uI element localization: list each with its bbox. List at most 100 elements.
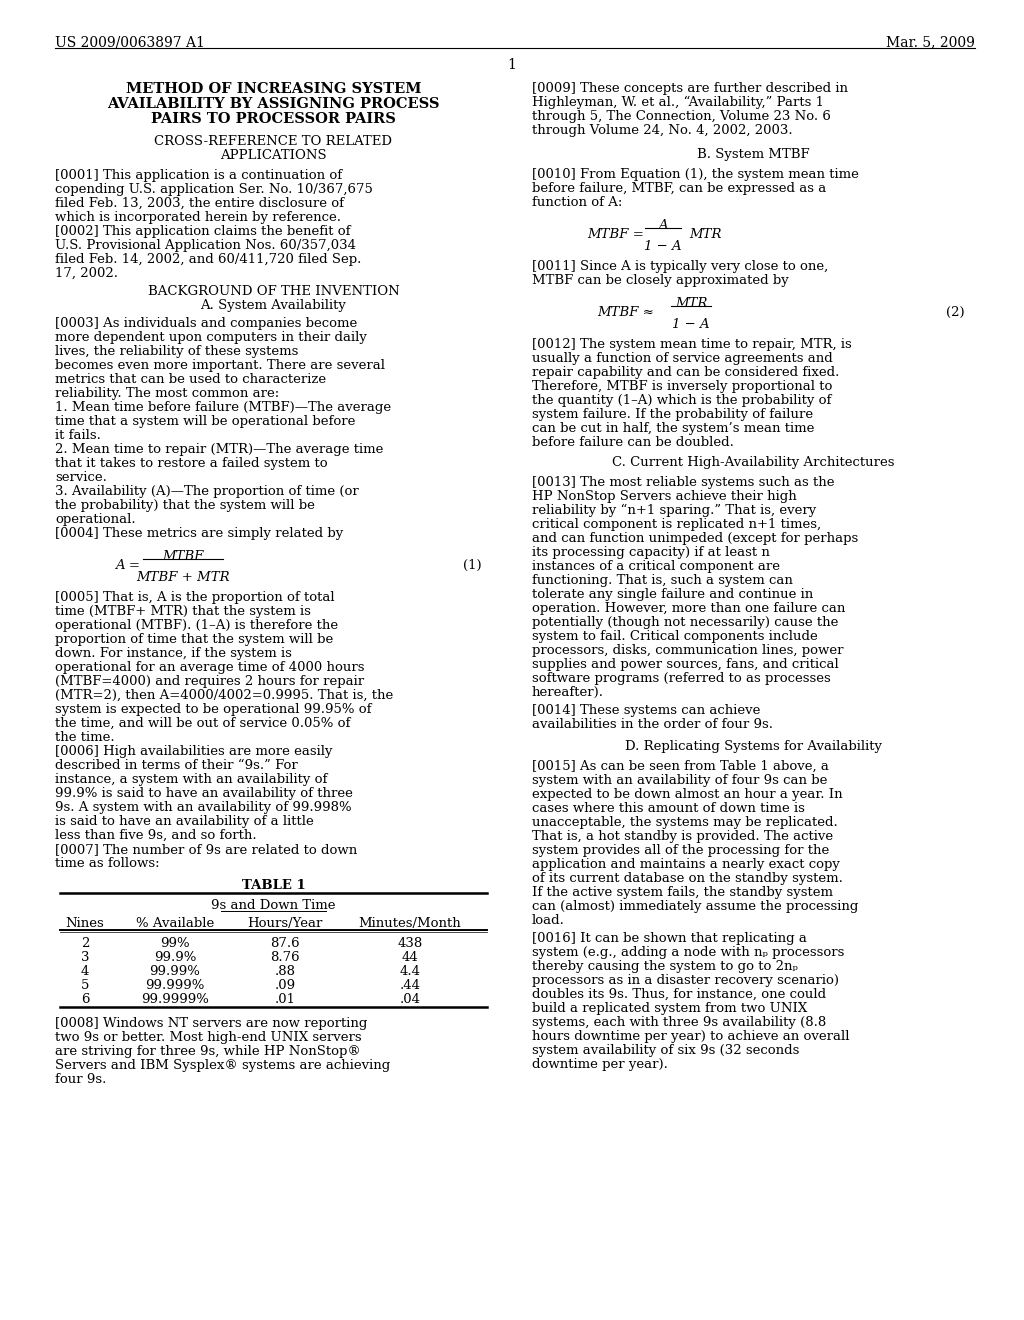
Text: functioning. That is, such a system can: functioning. That is, such a system can <box>532 574 793 587</box>
Text: Hours/Year: Hours/Year <box>248 917 323 931</box>
Text: system (e.g., adding a node with nₚ processors: system (e.g., adding a node with nₚ proc… <box>532 946 845 960</box>
Text: availabilities in the order of four 9s.: availabilities in the order of four 9s. <box>532 718 773 731</box>
Text: the time, and will be out of service 0.05% of: the time, and will be out of service 0.0… <box>55 717 350 730</box>
Text: HP NonStop Servers achieve their high: HP NonStop Servers achieve their high <box>532 490 797 503</box>
Text: time as follows:: time as follows: <box>55 857 160 870</box>
Text: load.: load. <box>532 913 565 927</box>
Text: 99.9999%: 99.9999% <box>141 993 209 1006</box>
Text: % Available: % Available <box>136 917 214 931</box>
Text: software programs (referred to as processes: software programs (referred to as proces… <box>532 672 830 685</box>
Text: through 5, The Connection, Volume 23 No. 6: through 5, The Connection, Volume 23 No.… <box>532 110 830 123</box>
Text: tolerate any single failure and continue in: tolerate any single failure and continue… <box>532 587 813 601</box>
Text: operational (MTBF). (1–A) is therefore the: operational (MTBF). (1–A) is therefore t… <box>55 619 338 632</box>
Text: becomes even more important. There are several: becomes even more important. There are s… <box>55 359 385 372</box>
Text: CROSS-REFERENCE TO RELATED: CROSS-REFERENCE TO RELATED <box>155 135 392 148</box>
Text: reliability. The most common are:: reliability. The most common are: <box>55 387 280 400</box>
Text: 17, 2002.: 17, 2002. <box>55 267 118 280</box>
Text: system is expected to be operational 99.95% of: system is expected to be operational 99.… <box>55 704 372 715</box>
Text: usually a function of service agreements and: usually a function of service agreements… <box>532 352 833 366</box>
Text: proportion of time that the system will be: proportion of time that the system will … <box>55 634 333 645</box>
Text: [0001] This application is a continuation of: [0001] This application is a continuatio… <box>55 169 342 182</box>
Text: more dependent upon computers in their daily: more dependent upon computers in their d… <box>55 331 367 345</box>
Text: TABLE 1: TABLE 1 <box>242 879 305 892</box>
Text: cases where this amount of down time is: cases where this amount of down time is <box>532 803 805 814</box>
Text: 99.99%: 99.99% <box>150 965 201 978</box>
Text: Minutes/Month: Minutes/Month <box>358 917 462 931</box>
Text: [0002] This application claims the benefit of: [0002] This application claims the benef… <box>55 224 350 238</box>
Text: Servers and IBM Sysplex® systems are achieving: Servers and IBM Sysplex® systems are ach… <box>55 1059 390 1072</box>
Text: [0014] These systems can achieve: [0014] These systems can achieve <box>532 704 761 717</box>
Text: MTR: MTR <box>675 297 708 310</box>
Text: described in terms of their “9s.” For: described in terms of their “9s.” For <box>55 759 298 772</box>
Text: MTBF can be closely approximated by: MTBF can be closely approximated by <box>532 275 788 286</box>
Text: 438: 438 <box>397 937 423 950</box>
Text: [0010] From Equation (1), the system mean time: [0010] From Equation (1), the system mea… <box>532 168 859 181</box>
Text: time that a system will be operational before: time that a system will be operational b… <box>55 414 355 428</box>
Text: .04: .04 <box>399 993 421 1006</box>
Text: [0004] These metrics are simply related by: [0004] These metrics are simply related … <box>55 527 343 540</box>
Text: downtime per year).: downtime per year). <box>532 1059 668 1071</box>
Text: system with an availability of four 9s can be: system with an availability of four 9s c… <box>532 774 827 787</box>
Text: .88: .88 <box>274 965 296 978</box>
Text: (MTR=2), then A=4000/4002=0.9995. That is, the: (MTR=2), then A=4000/4002=0.9995. That i… <box>55 689 393 702</box>
Text: 5: 5 <box>81 979 89 993</box>
Text: before failure, MTBF, can be expressed as a: before failure, MTBF, can be expressed a… <box>532 182 826 195</box>
Text: 44: 44 <box>401 950 419 964</box>
Text: A =: A = <box>115 558 140 572</box>
Text: METHOD OF INCREASING SYSTEM: METHOD OF INCREASING SYSTEM <box>126 82 421 96</box>
Text: [0015] As can be seen from Table 1 above, a: [0015] As can be seen from Table 1 above… <box>532 760 828 774</box>
Text: A. System Availability: A. System Availability <box>201 300 346 312</box>
Text: before failure can be doubled.: before failure can be doubled. <box>532 436 734 449</box>
Text: MTBF ≈: MTBF ≈ <box>597 306 654 319</box>
Text: expected to be down almost an hour a year. In: expected to be down almost an hour a yea… <box>532 788 843 801</box>
Text: AVAILABILITY BY ASSIGNING PROCESS: AVAILABILITY BY ASSIGNING PROCESS <box>108 96 439 111</box>
Text: service.: service. <box>55 471 106 484</box>
Text: MTR: MTR <box>689 228 722 242</box>
Text: 3: 3 <box>81 950 89 964</box>
Text: and can function unimpeded (except for perhaps: and can function unimpeded (except for p… <box>532 532 858 545</box>
Text: four 9s.: four 9s. <box>55 1073 106 1086</box>
Text: 4.4: 4.4 <box>399 965 421 978</box>
Text: can be cut in half, the system’s mean time: can be cut in half, the system’s mean ti… <box>532 422 814 436</box>
Text: 99.9%: 99.9% <box>154 950 197 964</box>
Text: [0011] Since A is typically very close to one,: [0011] Since A is typically very close t… <box>532 260 828 273</box>
Text: 87.6: 87.6 <box>270 937 300 950</box>
Text: 1 − A: 1 − A <box>672 318 710 331</box>
Text: (1): (1) <box>464 558 482 572</box>
Text: potentially (though not necessarily) cause the: potentially (though not necessarily) cau… <box>532 616 839 630</box>
Text: (MTBF=4000) and requires 2 hours for repair: (MTBF=4000) and requires 2 hours for rep… <box>55 675 365 688</box>
Text: function of A:: function of A: <box>532 195 623 209</box>
Text: 1 − A: 1 − A <box>644 240 682 253</box>
Text: processors as in a disaster recovery scenario): processors as in a disaster recovery sce… <box>532 974 839 987</box>
Text: [0009] These concepts are further described in: [0009] These concepts are further descri… <box>532 82 848 95</box>
Text: MTBF + MTR: MTBF + MTR <box>136 572 229 583</box>
Text: hours downtime per year) to achieve an overall: hours downtime per year) to achieve an o… <box>532 1030 850 1043</box>
Text: [0005] That is, A is the proportion of total: [0005] That is, A is the proportion of t… <box>55 591 335 605</box>
Text: A: A <box>658 219 668 232</box>
Text: operation. However, more than one failure can: operation. However, more than one failur… <box>532 602 846 615</box>
Text: [0008] Windows NT servers are now reporting: [0008] Windows NT servers are now report… <box>55 1016 368 1030</box>
Text: Therefore, MTBF is inversely proportional to: Therefore, MTBF is inversely proportiona… <box>532 380 833 393</box>
Text: that it takes to restore a failed system to: that it takes to restore a failed system… <box>55 457 328 470</box>
Text: .44: .44 <box>399 979 421 993</box>
Text: 99%: 99% <box>160 937 189 950</box>
Text: US 2009/0063897 A1: US 2009/0063897 A1 <box>55 36 205 49</box>
Text: PAIRS TO PROCESSOR PAIRS: PAIRS TO PROCESSOR PAIRS <box>152 112 396 125</box>
Text: 9s and Down Time: 9s and Down Time <box>211 899 336 912</box>
Text: two 9s or better. Most high-end UNIX servers: two 9s or better. Most high-end UNIX ser… <box>55 1031 361 1044</box>
Text: thereby causing the system to go to 2nₚ: thereby causing the system to go to 2nₚ <box>532 960 798 973</box>
Text: operational for an average time of 4000 hours: operational for an average time of 4000 … <box>55 661 365 675</box>
Text: time (MTBF+ MTR) that the system is: time (MTBF+ MTR) that the system is <box>55 605 311 618</box>
Text: lives, the reliability of these systems: lives, the reliability of these systems <box>55 345 298 358</box>
Text: 99.9% is said to have an availability of three: 99.9% is said to have an availability of… <box>55 787 353 800</box>
Text: 2. Mean time to repair (MTR)—The average time: 2. Mean time to repair (MTR)—The average… <box>55 444 383 455</box>
Text: system provides all of the processing for the: system provides all of the processing fo… <box>532 843 829 857</box>
Text: 9s. A system with an availability of 99.998%: 9s. A system with an availability of 99.… <box>55 801 351 814</box>
Text: which is incorporated herein by reference.: which is incorporated herein by referenc… <box>55 211 341 224</box>
Text: down. For instance, if the system is: down. For instance, if the system is <box>55 647 292 660</box>
Text: MTBF: MTBF <box>162 550 204 564</box>
Text: it fails.: it fails. <box>55 429 101 442</box>
Text: APPLICATIONS: APPLICATIONS <box>220 149 327 162</box>
Text: .09: .09 <box>274 979 296 993</box>
Text: is said to have an availability of a little: is said to have an availability of a lit… <box>55 814 313 828</box>
